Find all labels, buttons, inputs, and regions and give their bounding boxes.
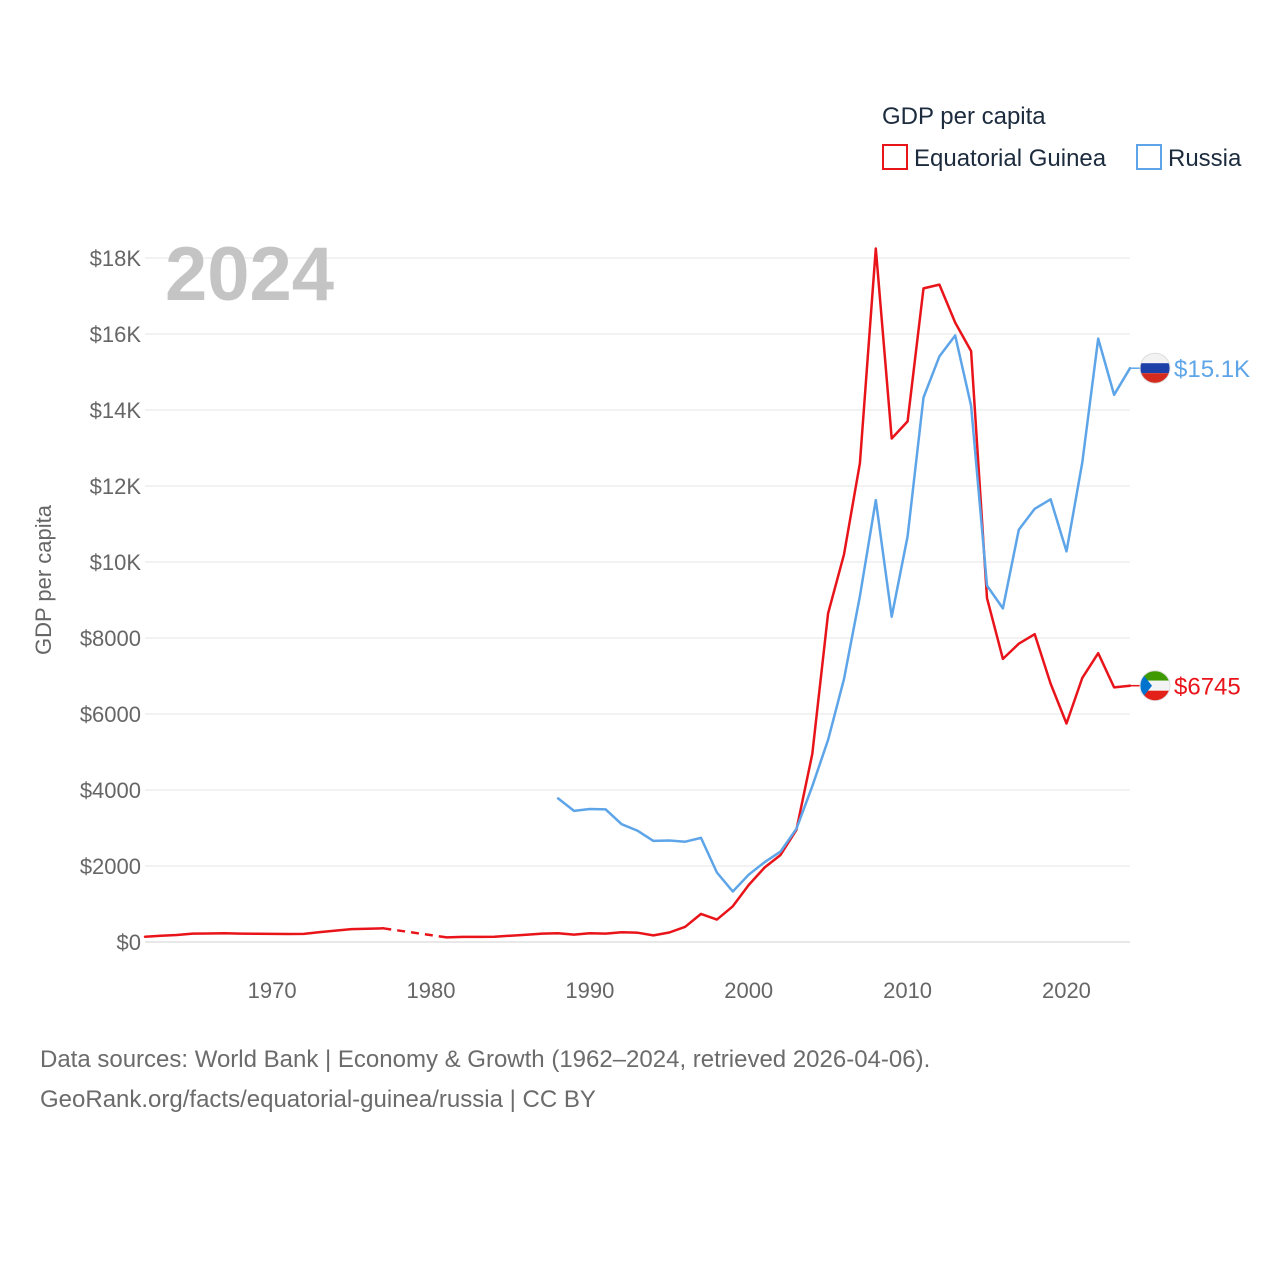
end-value-label-russia: $15.1K [1174, 356, 1250, 383]
series-line-equatorial-guinea [445, 247, 1132, 939]
y-tick-label: $16K [90, 322, 142, 347]
x-tick-label: 1980 [406, 978, 455, 1003]
x-tick-label: 2010 [883, 978, 932, 1003]
y-tick-label: $10K [90, 550, 142, 575]
legend-swatch-equatorial-guinea [882, 144, 908, 170]
y-tick-label: $18K [90, 246, 142, 271]
legend-item-equatorial-guinea[interactable]: Equatorial Guinea [882, 144, 1107, 172]
series-line-russia [556, 334, 1132, 893]
legend-title: GDP per capita [882, 103, 1046, 130]
x-axis-ticks: 1970 1980 1990 2000 2010 2020 [248, 978, 1091, 1003]
x-tick-label: 2020 [1042, 978, 1091, 1003]
series-gap-equatorial-guinea [383, 927, 448, 939]
legend-label-equatorial-guinea: Equatorial Guinea [914, 145, 1107, 172]
y-tick-label: $6000 [80, 702, 141, 727]
legend-swatch-russia [1136, 144, 1162, 170]
year-watermark: 2024 [165, 232, 334, 317]
y-tick-label: $8000 [80, 626, 141, 651]
data-sources-text: Data sources: World Bank | Economy & Gro… [40, 1046, 931, 1073]
equatorial-guinea-flag-icon [1139, 670, 1171, 702]
x-tick-label: 2000 [724, 978, 773, 1003]
y-axis-ticks: $0 $2000 $4000 $6000 $8000 $10K $12K $14K $16K $1… [80, 246, 142, 955]
x-tick-label: 1990 [565, 978, 614, 1003]
legend-item-russia[interactable]: Russia [1136, 144, 1242, 172]
source-url-text[interactable]: GeoRank.org/facts/equatorial-guinea/russ… [40, 1086, 596, 1113]
legend-label-russia: Russia [1168, 145, 1242, 172]
series-line-equatorial-guinea [143, 927, 385, 938]
legend: GDP per capita Equatorial Guinea Russia [882, 103, 1242, 172]
y-tick-label: $14K [90, 398, 142, 423]
footer: Data sources: World Bank | Economy & Gro… [40, 1040, 930, 1120]
x-tick-label: 1970 [248, 978, 297, 1003]
y-tick-label: $2000 [80, 854, 141, 879]
y-tick-label: $4000 [80, 778, 141, 803]
y-tick-label: $0 [117, 930, 141, 955]
gdp-per-capita-chart: $0 $2000 $4000 $6000 $8000 $10K $12K $14K $16K $1… [31, 103, 1250, 1003]
russia-flag-icon [1139, 352, 1171, 384]
grid-lines [145, 257, 1130, 943]
y-tick-label: $12K [90, 474, 142, 499]
y-axis-label: GDP per capita [31, 504, 56, 655]
series-lines [143, 247, 1132, 939]
end-value-label-equatorial-guinea: $6745 [1174, 674, 1241, 701]
end-labels: $6745 $15.1K [1130, 352, 1250, 702]
